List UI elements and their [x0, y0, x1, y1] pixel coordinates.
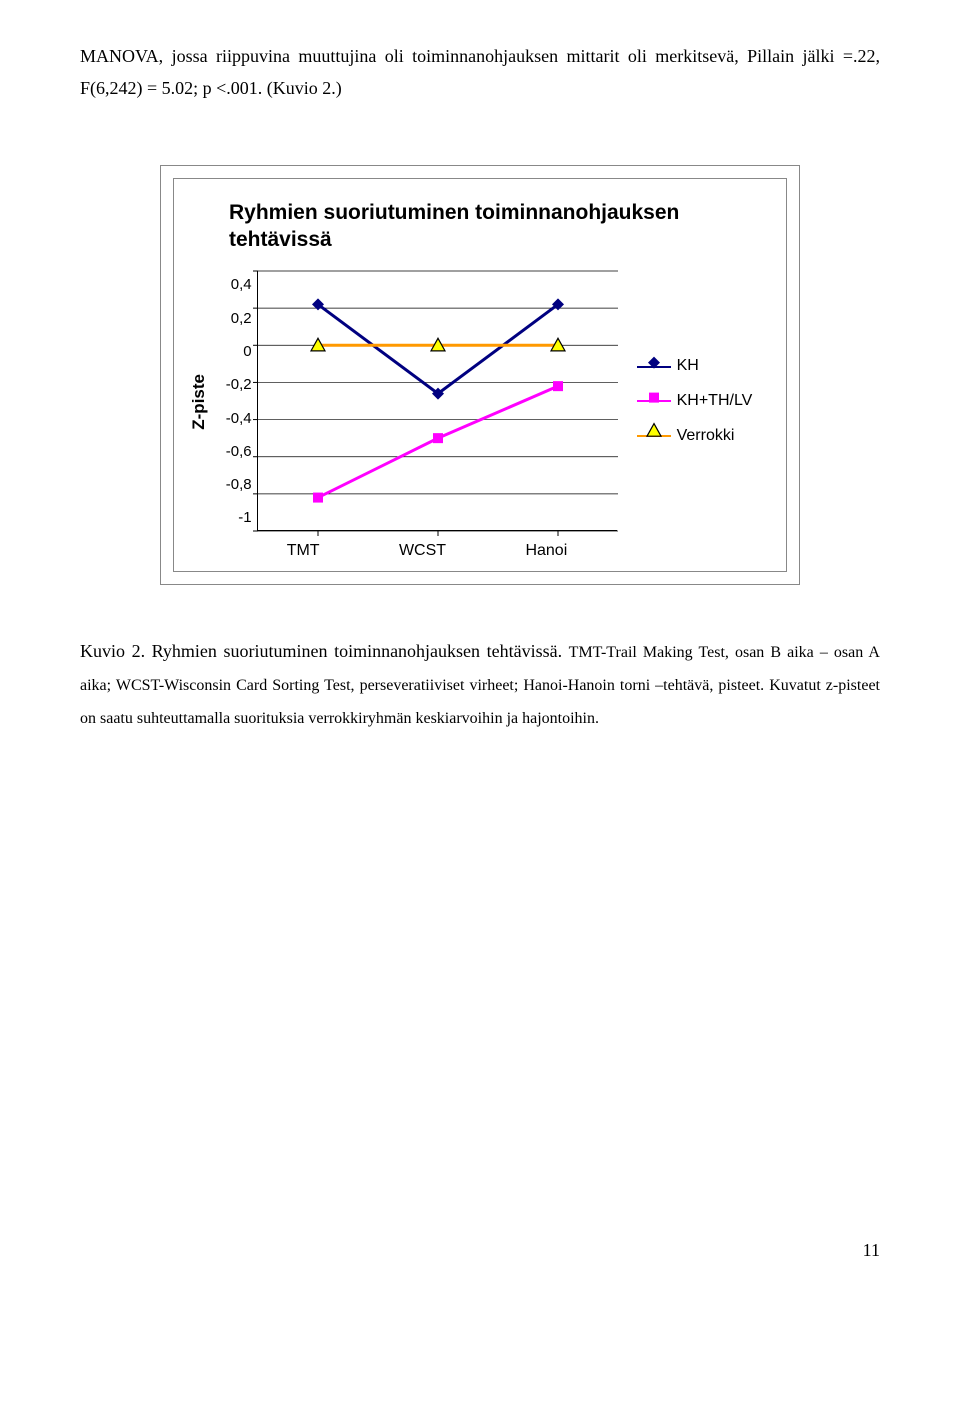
plot-svg	[258, 271, 618, 531]
plot-area	[257, 271, 617, 531]
y-axis-label: Z-piste	[184, 374, 215, 430]
chart-outer: Ryhmien suoriutuminen toiminnanohjauksen…	[160, 165, 800, 585]
page-number: 11	[80, 1234, 880, 1266]
y-tick: -0,4	[219, 405, 252, 432]
chart-body: Z-piste 0,4 0,2 0 -0,2 -0,4 -0,6 -0,8 -1 KH KH+T…	[184, 271, 776, 531]
intro-paragraph: MANOVA, jossa riippuvina muuttujina oli …	[80, 40, 880, 105]
chart-title: Ryhmien suoriutuminen toiminnanohjauksen…	[184, 199, 776, 254]
x-tick: TMT	[287, 537, 320, 566]
y-tick: 0,2	[219, 305, 252, 332]
y-tick: -1	[219, 504, 252, 531]
legend-line	[637, 366, 671, 368]
y-tick-labels: 0,4 0,2 0 -0,2 -0,4 -0,6 -0,8 -1	[219, 271, 257, 531]
caption-prefix: Kuvio 2. Ryhmien suoriutuminen toiminnan…	[80, 641, 569, 661]
legend-label: KH	[677, 352, 699, 381]
y-tick: -0,8	[219, 471, 252, 498]
paragraph-text: MANOVA, jossa riippuvina muuttujina oli …	[80, 46, 880, 98]
x-tick: Hanoi	[525, 537, 567, 566]
x-tick-labels: TMT WCST Hanoi	[247, 537, 607, 566]
legend-item: KH	[637, 352, 753, 381]
figure-caption: Kuvio 2. Ryhmien suoriutuminen toiminnan…	[80, 635, 880, 733]
legend-item: KH+TH/LV	[637, 387, 753, 416]
y-tick: 0	[219, 338, 252, 365]
legend-label: Verrokki	[677, 422, 735, 451]
legend-line	[637, 435, 671, 437]
legend-label: KH+TH/LV	[677, 387, 753, 416]
chart-inner: Ryhmien suoriutuminen toiminnanohjauksen…	[173, 178, 787, 572]
x-tick: WCST	[399, 537, 446, 566]
y-tick: 0,4	[219, 271, 252, 298]
y-tick: -0,6	[219, 438, 252, 465]
legend: KH KH+TH/LV Verrokki	[637, 346, 753, 456]
legend-item: Verrokki	[637, 422, 753, 451]
y-tick: -0,2	[219, 371, 252, 398]
legend-line	[637, 400, 671, 402]
